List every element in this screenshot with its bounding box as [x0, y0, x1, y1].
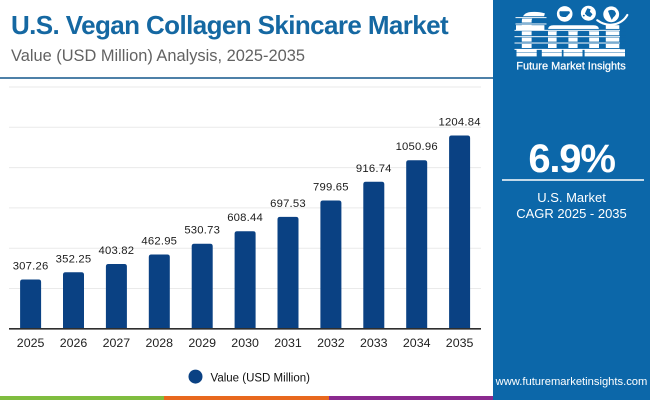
svg-text:462.95: 462.95: [141, 236, 177, 248]
svg-text:352.25: 352.25: [56, 253, 92, 265]
svg-text:2028: 2028: [146, 336, 174, 350]
svg-text:2031: 2031: [274, 336, 302, 350]
svg-text:2026: 2026: [60, 336, 88, 350]
svg-text:608.44: 608.44: [227, 212, 263, 224]
svg-text:2032: 2032: [317, 336, 345, 350]
svg-text:403.82: 403.82: [99, 245, 135, 257]
svg-text:307.26: 307.26: [13, 261, 49, 273]
svg-text:2025: 2025: [17, 336, 45, 350]
svg-text:Value (USD Million): Value (USD Million): [211, 372, 311, 384]
svg-text:916.74: 916.74: [356, 163, 392, 175]
svg-text:1050.96: 1050.96: [396, 141, 438, 153]
svg-text:697.53: 697.53: [270, 198, 306, 210]
svg-text:530.73: 530.73: [184, 225, 220, 237]
svg-text:Future Market Insights: Future Market Insights: [516, 60, 626, 72]
svg-text:2035: 2035: [446, 336, 474, 350]
svg-text:799.65: 799.65: [313, 182, 349, 194]
svg-text:2029: 2029: [188, 336, 216, 350]
svg-text:2034: 2034: [403, 336, 431, 350]
svg-text:2033: 2033: [360, 336, 388, 350]
svg-text:2030: 2030: [231, 336, 259, 350]
svg-text:2027: 2027: [103, 336, 131, 350]
svg-text:1204.84: 1204.84: [438, 117, 480, 129]
